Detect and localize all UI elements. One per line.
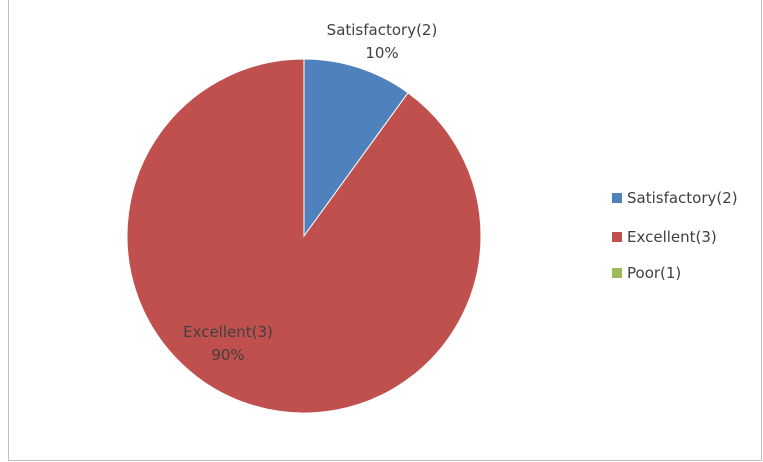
legend-label-poor: Poor(1) bbox=[627, 264, 681, 282]
data-label-satisfactory-name: Satisfactory(2) bbox=[327, 21, 438, 39]
data-label-excellent-name: Excellent(3) bbox=[183, 323, 273, 341]
data-label-satisfactory: Satisfactory(2) 10% bbox=[327, 21, 438, 62]
data-label-excellent: Excellent(3) 90% bbox=[183, 323, 273, 364]
pie-slice-satisfactory-2 bbox=[303, 58, 409, 238]
legend-label-satisfactory: Satisfactory(2) bbox=[627, 189, 738, 207]
legend-item-satisfactory: Satisfactory(2) bbox=[612, 189, 738, 207]
legend-item-excellent: Excellent(3) bbox=[612, 228, 717, 246]
legend-swatch-satisfactory bbox=[612, 193, 622, 203]
pie-slices bbox=[126, 58, 482, 414]
legend-swatch-excellent bbox=[612, 232, 622, 242]
data-label-satisfactory-percent: 10% bbox=[365, 44, 398, 62]
legend-swatch-poor bbox=[612, 268, 622, 278]
pie-slice-excellent-3 bbox=[126, 58, 482, 414]
data-label-excellent-percent: 90% bbox=[211, 346, 244, 364]
legend-item-poor: Poor(1) bbox=[612, 264, 681, 282]
legend-label-excellent: Excellent(3) bbox=[627, 228, 717, 246]
legend: Satisfactory(2) Excellent(3) Poor(1) bbox=[612, 189, 738, 282]
